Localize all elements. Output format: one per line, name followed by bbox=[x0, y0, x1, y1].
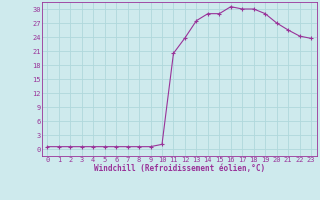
X-axis label: Windchill (Refroidissement éolien,°C): Windchill (Refroidissement éolien,°C) bbox=[94, 164, 265, 173]
